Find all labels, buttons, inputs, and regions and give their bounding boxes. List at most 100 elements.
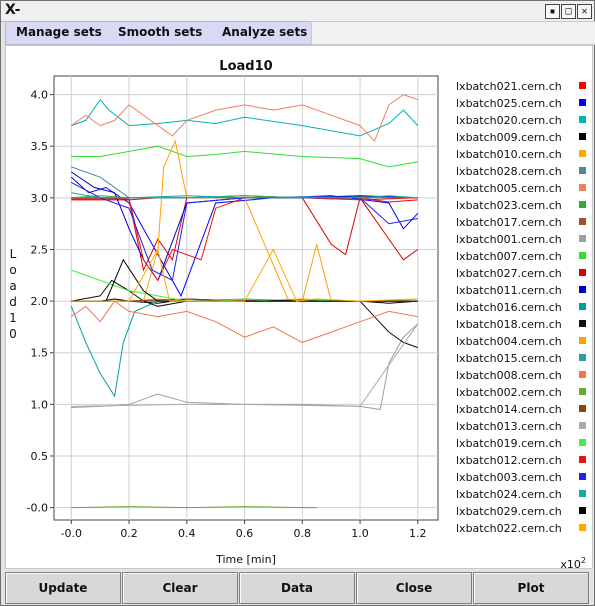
legend-label: lxbatch025.cern.ch [456,97,562,110]
chart-title: Load10 [219,59,272,74]
legend-label: lxbatch003.cern.ch [456,471,562,484]
data-button[interactable]: Data [239,572,355,604]
close-window-button[interactable]: ✕ [577,4,592,19]
legend-label: lxbatch004.cern.ch [456,335,562,348]
series-line-lxbatch002.cern.ch [71,506,317,509]
series-line-lxbatch003.cern.ch [71,181,418,282]
series-line-lxbatch007.cern.ch [71,145,418,168]
series-line-lxbatch022.cern.ch [71,248,418,302]
legend-label: lxbatch012.cern.ch [456,454,562,467]
y-tick-label: 4.0 [31,89,49,102]
legend-label: lxbatch027.cern.ch [456,267,562,280]
update-button[interactable]: Update [5,572,121,604]
legend-swatch [579,201,586,208]
app-logo: X- [5,2,21,18]
legend-label: lxbatch009.cern.ch [456,131,562,144]
legend-label: lxbatch002.cern.ch [456,386,562,399]
menu-manage-sets[interactable]: Manage sets [16,25,102,39]
y-tick-label: 2.5 [31,243,49,256]
legend: lxbatch021.cern.ch lxbatch025.cern.ch lxba… [456,80,586,535]
legend-swatch [579,473,586,480]
title-bar[interactable]: X- ▪ □ ✕ [1,1,594,22]
legend-swatch [579,337,586,344]
series-line-lxbatch008.cern.ch [71,300,418,343]
load10-chart: -0.0 0.2 0.4 0.6 0.8 1.0 1.2 -0.0 0.5 1.0 1.5 2.0 2.… [9,59,586,571]
legend-swatch [579,354,586,361]
legend-swatch [579,388,586,395]
legend-swatch [579,303,586,310]
legend-label: lxbatch023.cern.ch [456,199,562,212]
legend-label: lxbatch017.cern.ch [456,216,562,229]
legend-label: lxbatch028.cern.ch [456,165,562,178]
legend-swatch [579,507,586,514]
y-axis-label-char: a [9,279,16,293]
menu-analyze-sets[interactable]: Analyze sets [222,25,308,39]
x-tick-label: 1.2 [409,527,427,540]
legend-swatch [579,286,586,293]
legend-swatch [579,524,586,531]
minimize-button[interactable]: ▪ [545,4,560,19]
y-tick-label: 0.5 [31,450,49,463]
y-tick-label: 3.5 [31,140,49,153]
legend-swatch [579,235,586,242]
legend-label: lxbatch005.cern.ch [456,182,562,195]
legend-swatch [579,116,586,123]
legend-swatch [579,150,586,157]
x-axis-multiplier: x102 [560,556,586,568]
button-bar: Update Clear Data Close Plot [1,571,594,605]
legend-label: lxbatch022.cern.ch [456,522,562,535]
series-line-lxbatch013.cern.ch [71,323,419,407]
legend-swatch [579,218,586,225]
y-tick-label: 2.0 [31,295,49,308]
legend-swatch [579,133,586,140]
legend-swatch [579,405,586,412]
y-tick-label: 3.0 [31,192,49,205]
menu-bar: Manage sets Smooth sets Analyze sets [5,21,312,45]
y-axis-label: Load 1 0 [9,247,17,341]
legend-swatch [579,490,586,497]
legend-label: lxbatch007.cern.ch [456,250,562,263]
legend-swatch [579,82,586,89]
y-tick-label: 1.5 [31,347,49,360]
y-axis-label-char: o [9,263,16,277]
maximize-button[interactable]: □ [561,4,576,19]
x-tick-label: -0.0 [61,527,82,540]
y-axis-label-char: L [10,247,17,261]
clear-button[interactable]: Clear [122,572,238,604]
plot-panel: -0.0 0.2 0.4 0.6 0.8 1.0 1.2 -0.0 0.5 1.0 1.5 2.0 2.… [5,45,593,571]
legend-label: lxbatch013.cern.ch [456,420,562,433]
legend-label: lxbatch016.cern.ch [456,301,562,314]
series-layer [70,94,419,509]
axis-ticks: -0.0 0.2 0.4 0.6 0.8 1.0 1.2 -0.0 0.5 1.0 1.5 2.0 2.… [27,89,427,540]
legend-swatch [579,456,586,463]
legend-swatch [579,184,586,191]
menu-bar-filler [311,21,595,45]
legend-swatch [579,439,586,446]
legend-label: lxbatch029.cern.ch [456,505,562,518]
series-line-lxbatch012.cern.ch [71,197,418,282]
legend-swatch [579,269,586,276]
legend-label: lxbatch008.cern.ch [456,369,562,382]
legend-swatch [579,167,586,174]
x-tick-label: 0.8 [294,527,312,540]
series-line-lxbatch024.cern.ch [71,192,418,199]
series-line-lxbatch025.cern.ch [70,176,419,298]
x-tick-label: 1.0 [351,527,369,540]
plot-button[interactable]: Plot [473,572,589,604]
legend-swatch [579,252,586,259]
legend-swatch [579,371,586,378]
menu-smooth-sets[interactable]: Smooth sets [118,25,203,39]
x-axis-label: Time [min] [215,553,276,566]
legend-swatch [579,320,586,327]
legend-label: lxbatch010.cern.ch [456,148,562,161]
legend-label: lxbatch001.cern.ch [456,233,562,246]
series-line-lxbatch005.cern.ch [71,94,418,143]
series-line-lxbatch020.cern.ch [71,98,419,137]
x-tick-label: 0.2 [120,527,138,540]
legend-label: lxbatch018.cern.ch [456,318,562,331]
legend-label: lxbatch014.cern.ch [456,403,562,416]
y-axis-label-char: 0 [9,327,17,341]
close-button[interactable]: Close [356,572,472,604]
y-tick-label: -0.0 [27,502,48,515]
